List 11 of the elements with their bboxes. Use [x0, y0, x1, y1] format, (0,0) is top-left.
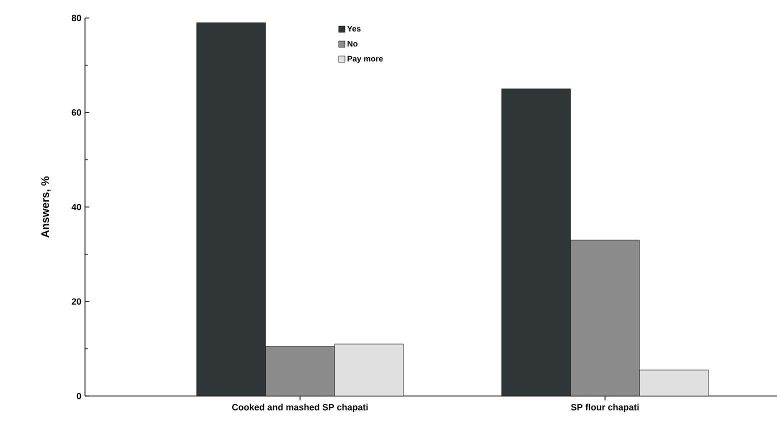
legend-label: Pay more [348, 56, 383, 64]
legend-label: No [348, 40, 358, 47]
y-tick-label: 80 [72, 14, 82, 22]
y-tick-label: 40 [72, 204, 82, 210]
x-tick-label: SP flour chapati [571, 404, 639, 412]
y-tick-label: 0 [76, 392, 82, 400]
legend-label: Yes [347, 26, 361, 32]
x-tick-label: Cooked and mashed SP chapati [232, 404, 368, 412]
y-tick-label: 20 [72, 298, 82, 305]
y-tick-label: 60 [72, 109, 82, 116]
y-axis-title: Answers, % [41, 176, 51, 238]
